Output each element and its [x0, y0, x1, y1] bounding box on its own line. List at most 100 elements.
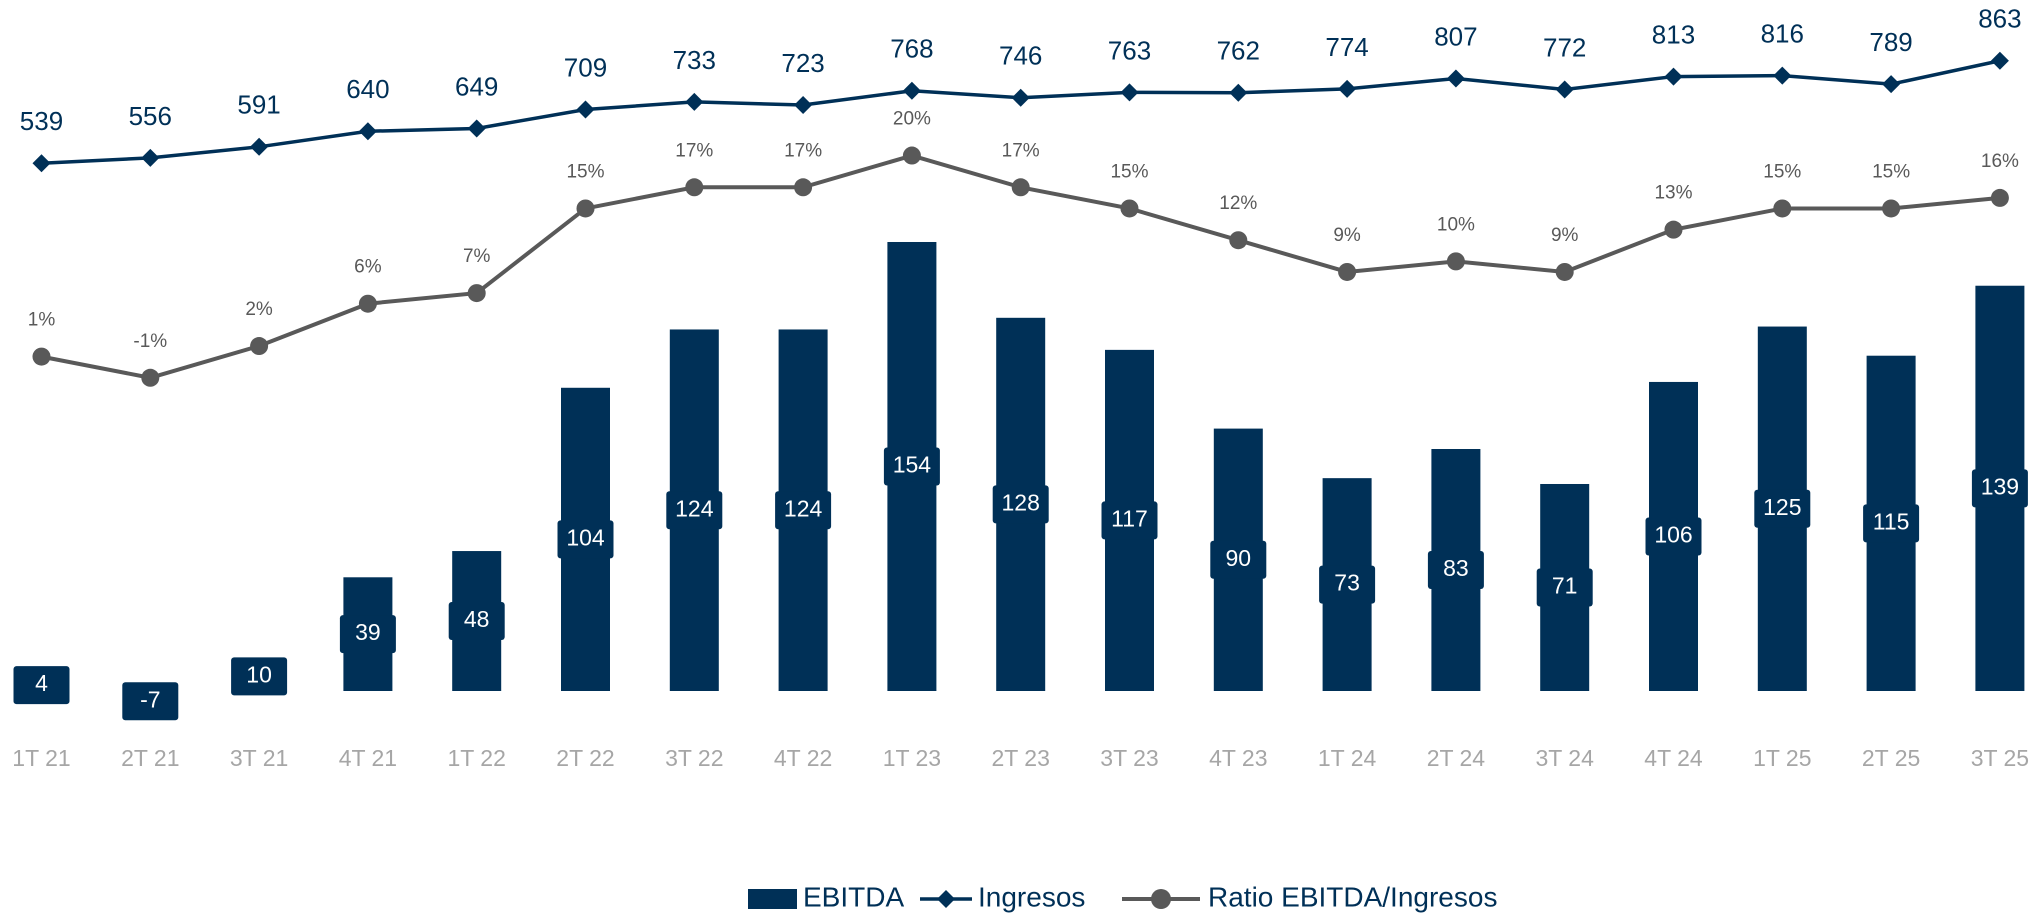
- data-label-box: [231, 657, 288, 696]
- data-label: 768: [890, 34, 933, 64]
- data-label: 17%: [1002, 140, 1040, 161]
- x-tick-label: 2T 25: [1862, 745, 1920, 771]
- x-tick-label: 3T 25: [1971, 745, 2029, 771]
- data-label: 6%: [354, 257, 382, 278]
- legend-swatch: [937, 890, 955, 908]
- x-tick-label: 3T 23: [1100, 745, 1158, 771]
- marker: [1882, 199, 1901, 218]
- marker: [250, 337, 269, 356]
- marker: [250, 137, 269, 156]
- data-label: 863: [1978, 4, 2021, 34]
- data-label: 17%: [784, 140, 822, 161]
- x-tick-label: 1T 22: [447, 745, 505, 771]
- marker: [1990, 188, 2009, 207]
- data-label-box: [992, 485, 1049, 524]
- data-label: 539: [20, 106, 63, 136]
- marker: [141, 368, 160, 387]
- marker: [1446, 252, 1465, 271]
- legend-swatch: [1151, 889, 1171, 909]
- marker: [902, 146, 921, 165]
- data-label: 10%: [1437, 214, 1475, 235]
- marker: [1229, 231, 1248, 250]
- marker: [1773, 199, 1792, 218]
- x-tick-label: 2T 21: [121, 745, 179, 771]
- data-label: 104: [566, 524, 605, 550]
- x-tick-label: 1T 21: [12, 745, 70, 771]
- data-label: 128: [1002, 489, 1040, 515]
- legend-swatch: [748, 889, 797, 909]
- x-tick-label: 1T 25: [1753, 745, 1811, 771]
- marker: [1120, 83, 1139, 102]
- marker: [902, 81, 921, 100]
- marker: [685, 92, 704, 111]
- data-label: 723: [781, 48, 824, 78]
- data-label: 2%: [245, 299, 273, 320]
- data-label: 15%: [566, 161, 604, 182]
- marker: [1664, 220, 1683, 239]
- data-label: 763: [1108, 35, 1151, 65]
- data-label: 774: [1325, 32, 1368, 62]
- data-label: 20%: [893, 109, 931, 130]
- data-label: 9%: [1551, 225, 1579, 246]
- data-label: 15%: [1110, 161, 1148, 182]
- data-label: 640: [346, 74, 389, 104]
- data-label-box: [1971, 469, 2028, 508]
- data-label: 649: [455, 71, 498, 101]
- marker: [1338, 79, 1357, 98]
- data-label: 4: [35, 670, 48, 696]
- data-label: 7%: [463, 246, 491, 267]
- marker: [141, 148, 160, 167]
- data-label: 746: [999, 41, 1042, 71]
- data-label: 807: [1434, 21, 1477, 51]
- marker: [1011, 178, 1030, 197]
- marker: [1229, 83, 1248, 102]
- x-tick-label: 3T 21: [230, 745, 288, 771]
- data-label: 124: [784, 495, 823, 521]
- data-label-box: [1536, 568, 1593, 607]
- data-label: 15%: [1872, 161, 1910, 182]
- marker: [467, 284, 486, 303]
- data-label: -7: [140, 686, 160, 712]
- data-label: 39: [355, 619, 381, 645]
- x-tick-label: 2T 24: [1427, 745, 1486, 771]
- data-label: 1%: [28, 310, 56, 331]
- marker: [576, 100, 595, 119]
- marker: [467, 119, 486, 138]
- data-label: 106: [1654, 522, 1692, 548]
- marker: [576, 199, 595, 218]
- data-label-box: [557, 520, 614, 559]
- data-label: 139: [1981, 473, 2019, 499]
- data-label-box: [448, 602, 505, 641]
- data-label: 73: [1334, 570, 1360, 596]
- data-label: 762: [1217, 36, 1260, 66]
- data-label: 9%: [1333, 225, 1361, 246]
- marker: [1773, 66, 1792, 85]
- x-tick-label: 4T 23: [1209, 745, 1267, 771]
- marker: [358, 122, 377, 141]
- marker: [1555, 80, 1574, 99]
- data-label-box: [883, 447, 940, 486]
- data-label: 83: [1443, 555, 1469, 581]
- data-label: 154: [893, 452, 932, 478]
- marker: [1555, 262, 1574, 281]
- data-label: -1%: [133, 331, 167, 352]
- data-label: 124: [675, 495, 714, 521]
- data-label: 71: [1552, 573, 1578, 599]
- marker: [32, 154, 51, 173]
- data-label-box: [1754, 489, 1811, 528]
- legend-label: EBITDA: [803, 881, 904, 912]
- marker: [794, 96, 813, 115]
- data-label: 733: [673, 45, 716, 75]
- x-tick-label: 2T 23: [991, 745, 1049, 771]
- data-label: 16%: [1981, 151, 2019, 172]
- data-label: 709: [564, 52, 607, 82]
- data-label-box: [1210, 540, 1267, 579]
- marker: [1446, 69, 1465, 88]
- data-label: 48: [464, 606, 490, 632]
- data-label: 17%: [675, 140, 713, 161]
- data-label-box: [122, 682, 179, 721]
- marker: [685, 178, 704, 197]
- data-label-box: [1863, 504, 1920, 543]
- marker: [1990, 51, 2009, 70]
